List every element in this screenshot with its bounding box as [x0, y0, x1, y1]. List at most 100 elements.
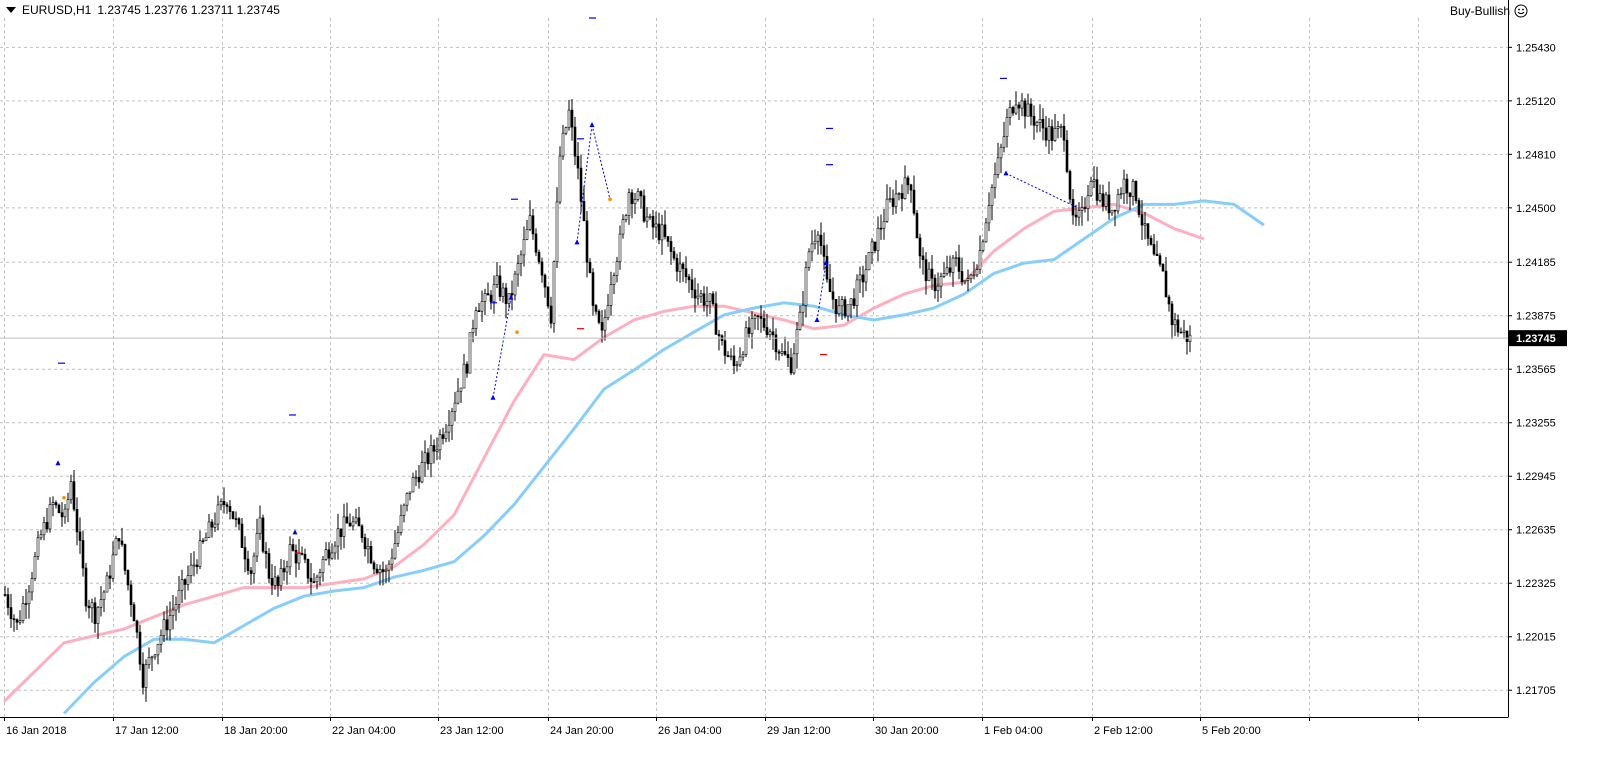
candle-body — [117, 538, 121, 542]
candle-body — [711, 293, 715, 305]
candle-body — [981, 241, 985, 251]
pattern-marker-icon — [608, 197, 612, 202]
candle-body — [690, 279, 694, 291]
candle-body — [639, 191, 643, 197]
candle-body — [777, 351, 781, 354]
candle-body — [408, 491, 412, 494]
candle-body — [729, 355, 733, 358]
candle-body — [837, 305, 841, 315]
candle-body — [1131, 181, 1135, 197]
price-axis-label: 1.22945 — [1516, 471, 1556, 483]
candle-body — [813, 240, 817, 245]
pattern-dotted-line — [492, 297, 512, 398]
candle-body — [693, 289, 697, 299]
candle-body — [264, 550, 268, 554]
candle-body — [801, 304, 805, 313]
candle-body — [108, 575, 112, 579]
candle-body — [258, 517, 262, 534]
candle-body — [879, 227, 883, 230]
candle-body — [276, 576, 280, 587]
candle-body — [453, 402, 457, 412]
candle-body — [1137, 200, 1141, 215]
candle-body — [957, 257, 961, 272]
candle-body — [648, 216, 652, 218]
candle-body — [483, 293, 487, 302]
candle-body — [699, 293, 703, 297]
candle-body — [924, 259, 928, 282]
candle-body — [738, 356, 742, 366]
candle-body — [588, 261, 592, 273]
candle-body — [894, 193, 898, 207]
candle-body — [237, 518, 241, 525]
candle-body — [426, 452, 430, 465]
candle-body — [561, 132, 565, 157]
candle-body — [1149, 238, 1153, 245]
candle-body — [804, 267, 808, 306]
candle-body — [573, 126, 577, 157]
candle-body — [849, 298, 853, 306]
pattern-marker-icon — [589, 122, 595, 128]
candle-body — [1014, 104, 1018, 114]
chart-header: EURUSD,H1 1.23745 1.23776 1.23711 1.2374… — [6, 3, 280, 17]
candle-body — [858, 274, 862, 281]
candle-body — [36, 537, 40, 557]
candle-body — [834, 298, 838, 315]
candle-body — [1074, 214, 1078, 218]
candle-body — [96, 607, 100, 624]
price-axis-label: 1.24810 — [1516, 149, 1556, 161]
candle-body — [615, 261, 619, 276]
candle-body — [270, 578, 274, 586]
candle-body — [522, 239, 526, 256]
pattern-marker-icon — [814, 317, 820, 323]
candle-body — [186, 575, 190, 585]
time-axis-label: 2 Feb 12:00 — [1094, 725, 1153, 737]
candle-body — [789, 357, 793, 374]
moving-average-slow — [62, 199, 1265, 715]
candle-body — [747, 327, 751, 334]
candle-body — [786, 354, 790, 358]
candle-body — [939, 276, 943, 287]
candle-body — [528, 215, 532, 230]
candle-body — [1011, 107, 1015, 114]
candle-body — [1125, 178, 1129, 194]
price-axis-label: 1.23255 — [1516, 418, 1556, 430]
candle-body — [147, 656, 151, 665]
time-axis-label: 17 Jan 12:00 — [115, 725, 179, 737]
dropdown-triangle-icon[interactable] — [6, 7, 16, 13]
candle-body — [468, 332, 472, 374]
candle-body — [780, 351, 784, 354]
pattern-dotted-line — [816, 263, 827, 321]
time-axis-label: 16 Jan 2018 — [6, 725, 67, 737]
current-price-label: 1.23745 — [1516, 333, 1556, 345]
candle-body — [774, 334, 778, 353]
candle-body — [462, 363, 466, 389]
candle-body — [1059, 126, 1063, 128]
candle-body — [405, 493, 409, 506]
candle-body — [525, 229, 529, 240]
candle-body — [651, 216, 655, 228]
candle-body — [9, 607, 13, 620]
candle-body — [756, 315, 760, 318]
candle-body — [996, 157, 1000, 175]
candle-body — [1173, 319, 1177, 326]
candle-body — [1152, 244, 1156, 255]
candle-body — [873, 241, 877, 251]
candle-body — [768, 331, 772, 336]
candle-body — [687, 276, 691, 281]
candle-body — [828, 278, 832, 293]
candle-body — [225, 504, 229, 507]
candle-body — [306, 558, 310, 579]
candle-body — [942, 273, 946, 277]
candle-body — [1140, 214, 1144, 226]
candle-body — [1179, 331, 1183, 334]
candle-body — [816, 234, 820, 242]
smiley-icon — [1514, 4, 1528, 18]
candle-body — [792, 353, 796, 374]
candle-body — [1092, 179, 1096, 182]
current-price-tag — [1509, 330, 1567, 347]
candle-body — [303, 553, 307, 560]
candle-body — [1146, 223, 1150, 239]
candle-body — [636, 191, 640, 200]
